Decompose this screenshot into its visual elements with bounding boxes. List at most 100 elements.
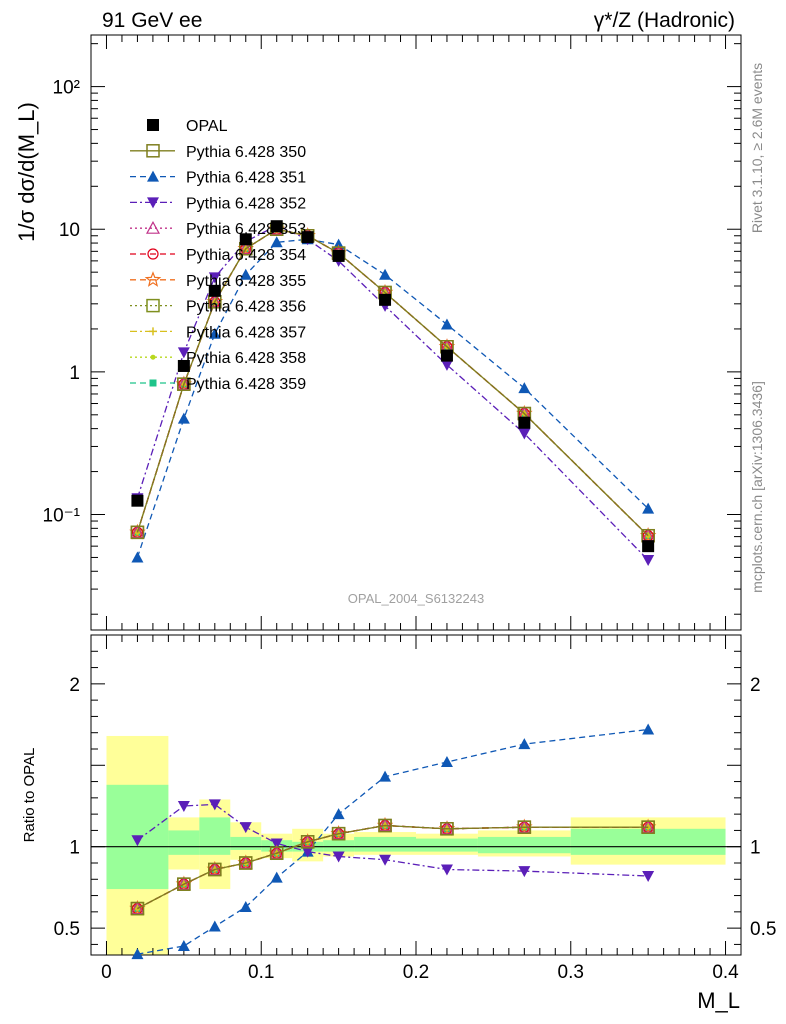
series-2-point — [270, 838, 283, 850]
legend-label-8: Pythia 6.428 358 — [186, 350, 306, 367]
series-2-point — [332, 851, 345, 863]
ratio-plot-frame — [90, 634, 742, 956]
y-axis-label-ratio: Ratio to OPAL — [21, 748, 38, 843]
opal-data-point — [177, 359, 190, 372]
series-1-point — [518, 738, 531, 750]
legend-label-2: Pythia 6.428 352 — [186, 195, 306, 212]
legend-label-5: Pythia 6.428 355 — [186, 273, 306, 290]
series-0-point — [269, 846, 284, 860]
opal-data-point — [642, 540, 655, 553]
legend-label-7: Pythia 6.428 357 — [186, 324, 306, 341]
legend-label-3: Pythia 6.428 353 — [186, 221, 306, 238]
ratio-series-layer — [129, 723, 657, 960]
legend-marker-0 — [146, 144, 160, 158]
series-2-point — [131, 835, 144, 847]
opal-data-point — [379, 293, 392, 306]
x-axis-label: M_L — [697, 988, 740, 1013]
legend-marker-6 — [146, 298, 160, 313]
band-inner-bin — [354, 836, 416, 852]
legend-label-6: Pythia 6.428 356 — [186, 299, 306, 316]
legend-marker-3 — [145, 220, 161, 234]
series-1-point — [177, 412, 190, 424]
legend: OPAL Pythia 6.428 350 Pythia 6.428 351 Pyth… — [130, 118, 306, 393]
x-tick-label: 0 — [101, 962, 112, 983]
axes: 0 0.1 0.2 0.3 0.4 10⁻¹ 1 10 10² 0.5 0.5 1 1 2 2 — [43, 35, 776, 983]
series-3-point — [176, 876, 191, 890]
series-1-point — [440, 756, 453, 768]
series-0-point — [177, 377, 191, 391]
legend-marker-1 — [147, 170, 159, 182]
legend-marker-opal — [147, 119, 159, 131]
series-2-point — [239, 822, 252, 834]
opal-data-point — [208, 284, 221, 297]
series-2-point — [440, 359, 453, 371]
series-1-point — [239, 268, 252, 280]
series-0-point — [331, 826, 346, 841]
series-2-point — [518, 428, 531, 440]
series-2-point — [440, 864, 453, 876]
series-0-point — [177, 877, 191, 891]
legend-marker-5 — [144, 271, 162, 287]
y-tick-label-ratio: 2 — [69, 675, 80, 696]
y-tick-label-main: 1 — [69, 363, 80, 384]
x-tick-label: 0.2 — [403, 962, 429, 983]
x-tick-label: 0.3 — [558, 962, 584, 983]
opal-data-point — [270, 220, 283, 233]
y-tick-label-main: 10 — [59, 220, 80, 241]
series-1-point — [379, 268, 392, 280]
legend-label-9: Pythia 6.428 359 — [186, 376, 306, 393]
series-2-point — [177, 347, 190, 359]
series-1-point — [642, 502, 655, 514]
series-1-point — [177, 940, 190, 952]
y-axis-label-main: 1/σ dσ/d(M_L) — [14, 102, 39, 242]
series-1-point — [440, 318, 453, 330]
legend-label-4: Pythia 6.428 354 — [186, 247, 306, 264]
title-right: γ*/Z (Hadronic) — [594, 9, 735, 32]
series-3-point — [176, 376, 191, 390]
y-tick-label-main: 10⁻¹ — [43, 506, 81, 527]
series-2-point — [518, 866, 531, 878]
series-0-point — [130, 525, 145, 540]
series-1-point — [131, 948, 144, 960]
opal-data-point — [440, 349, 453, 362]
series-1-point — [379, 770, 392, 782]
series-0-point — [130, 901, 145, 916]
legend-marker-2 — [147, 197, 159, 209]
series-3-point — [207, 294, 222, 308]
series-2-point — [208, 799, 221, 811]
band-inner-bin — [323, 840, 355, 852]
series-0-point — [641, 820, 655, 834]
series-1-point — [518, 382, 531, 394]
y-tick-label-ratio-right: 1 — [750, 838, 761, 859]
band-inner-bin — [168, 830, 200, 855]
series-2-point — [208, 272, 221, 284]
series-0-point — [300, 835, 315, 849]
x-tick-label: 0.4 — [712, 962, 739, 983]
series-0-point — [517, 820, 532, 834]
y-tick-label-ratio: 0.5 — [54, 919, 80, 940]
legend-marker-9 — [149, 379, 157, 387]
series-2-point — [177, 800, 190, 812]
series-2-point — [379, 854, 392, 866]
opal-data-point — [131, 494, 144, 507]
series-3-point — [238, 241, 253, 255]
analysis-label: OPAL_2004_S6132243 — [348, 591, 484, 606]
series-1-point — [642, 723, 655, 735]
legend-label-opal: OPAL — [186, 118, 228, 135]
legend-label-1: Pythia 6.428 351 — [186, 170, 306, 187]
series-0-point — [208, 862, 222, 877]
title-left: 91 GeV ee — [102, 9, 202, 32]
series-1-point — [270, 871, 283, 883]
series-1-point — [332, 808, 345, 820]
band-inner-bin — [199, 817, 231, 855]
main-series-layer — [129, 220, 657, 566]
series-0-point — [440, 822, 454, 836]
legend-marker-4 — [147, 248, 159, 260]
opal-data-point — [332, 249, 345, 262]
band-inner-bin — [477, 836, 571, 854]
mcplots-label: mcplots.cern.ch [arXiv:1306.3436] — [749, 381, 765, 593]
band-inner-bin — [416, 838, 478, 852]
band-inner-bin — [230, 836, 262, 850]
x-tick-label: 0.1 — [248, 962, 274, 983]
